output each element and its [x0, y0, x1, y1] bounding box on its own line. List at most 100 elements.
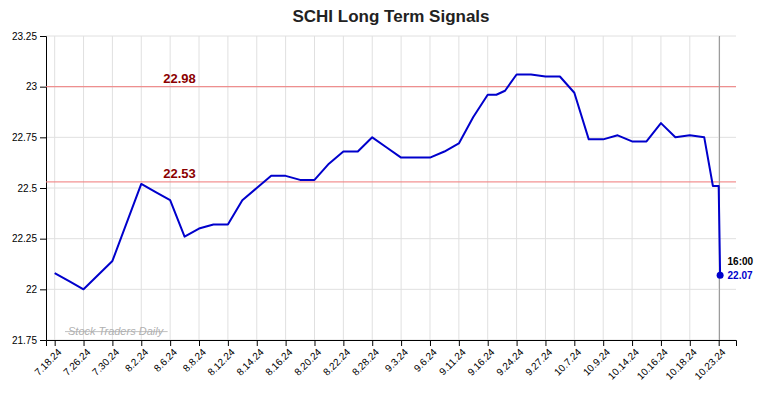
x-tick-mark: [661, 340, 662, 346]
x-tick-label: 9.6.24: [412, 346, 440, 374]
watermark: Stock Traders Daily: [68, 325, 165, 337]
x-tick-mark: [55, 340, 56, 346]
x-grid-line: [516, 36, 517, 340]
y-tick-mark: [40, 239, 46, 240]
x-tick: 8.22.24: [321, 340, 353, 378]
y-tick-label: 23.25: [12, 31, 37, 42]
marks: [46, 36, 736, 340]
x-tick: 7.30.24: [90, 340, 122, 378]
x-tick-label: 7.30.24: [90, 346, 122, 378]
x-tick: 8.16.24: [263, 340, 295, 378]
x-grid-line: [401, 36, 402, 340]
y-tick-mark: [40, 87, 46, 88]
x-tick-mark: [199, 340, 200, 346]
x-tick-label: 9.27.24: [523, 346, 555, 378]
x-tick: 10.7.24: [552, 340, 584, 378]
x-grid-line: [458, 36, 459, 340]
reference-line: [46, 181, 736, 182]
x-tick-label: 9.11.24: [437, 346, 468, 377]
y-tick-mark: [40, 36, 46, 37]
x-tick-label: 8.12.24: [205, 346, 237, 378]
x-tick-label: 8.28.24: [350, 346, 382, 378]
x-tick: 8.8.24: [181, 340, 209, 374]
y-tick: 22.75: [12, 132, 46, 143]
x-tick-label: 7.18.24: [32, 346, 64, 378]
y-tick: 21.75: [12, 335, 46, 346]
x-tick-mark: [690, 340, 691, 346]
price-line: [55, 75, 720, 290]
y-tick-mark: [40, 340, 46, 341]
x-tick-mark: [228, 340, 229, 346]
y-tick: 23.25: [12, 31, 46, 42]
grid: [46, 36, 736, 340]
x-tick: 8.2.24: [123, 340, 151, 374]
x-tick-mark: [314, 340, 315, 346]
final-dot: [717, 272, 724, 279]
y-tick: 23: [26, 81, 46, 92]
y-tick-mark: [40, 289, 46, 290]
x-grid-line: [574, 36, 575, 340]
x-tick-mark: [517, 340, 518, 346]
y-tick-mark: [40, 188, 46, 189]
y-tick: 22.25: [12, 233, 46, 244]
watermark-strike: [65, 331, 168, 332]
x-tick: 7.18.24: [32, 340, 64, 378]
x-tick: 8.12.24: [205, 340, 237, 378]
x-tick-label: 9.16.24: [465, 346, 497, 378]
x-tick: 9.24.24: [494, 340, 526, 378]
y-tick-label: 22.25: [12, 233, 37, 244]
x-tick-mark: [603, 340, 604, 346]
x-tick: 8.6.24: [152, 340, 180, 374]
x-tick: 9.3.24: [383, 340, 411, 374]
x-tick-mark: [84, 340, 85, 346]
x-tick-label: 8.6.24: [152, 346, 180, 374]
x-tick-mark: [170, 340, 171, 346]
y-grid-line: [46, 86, 736, 87]
x-tick-mark: [574, 340, 575, 346]
x-tick: 9.6.24: [412, 340, 440, 374]
x-tick-label: 9.3.24: [383, 346, 411, 374]
x-grid-line: [112, 36, 113, 340]
x-grid-line: [632, 36, 633, 340]
y-axis: 21.752222.2522.522.752323.25: [12, 31, 47, 346]
x-tick-mark: [343, 340, 344, 346]
end-label: 16:00: [728, 256, 754, 267]
x-grid-line: [689, 36, 690, 340]
x-tick-label: 8.20.24: [292, 346, 324, 378]
x-tick-label: 8.22.24: [321, 346, 353, 378]
chart: 7.18.247.26.247.30.248.2.248.6.248.8.248…: [0, 0, 784, 398]
x-tick-label: 8.16.24: [263, 346, 295, 378]
x-tick: 9.27.24: [523, 340, 555, 378]
annotation: 22.53: [163, 166, 196, 181]
x-tick-mark: [401, 340, 402, 346]
x-tick-mark: [488, 340, 489, 346]
x-tick-label: 7.26.24: [61, 346, 93, 378]
x-grid-line: [429, 36, 430, 340]
x-tick-label: 10.23.24: [692, 346, 728, 382]
annotation: 22.98: [163, 71, 196, 86]
annotations: 22.98 22.53 16:00 22.07 Stock Traders Daily: [65, 71, 754, 337]
y-axis-line: [40, 37, 47, 341]
x-tick-mark: [632, 340, 633, 346]
x-grid-line: [603, 36, 604, 340]
reference-line: [46, 86, 736, 87]
x-tick: 8.14.24: [234, 340, 266, 378]
x-grid-line: [141, 36, 142, 340]
x-tick: 7.26.24: [61, 340, 93, 378]
end-label: 22.07: [728, 270, 753, 281]
x-tick-mark: [141, 340, 142, 346]
x-grid-line: [343, 36, 344, 340]
x-tick: 8.28.24: [350, 340, 382, 378]
x-grid-line: [660, 36, 661, 340]
x-tick-mark: [459, 340, 460, 346]
y-tick-label: 21.75: [12, 335, 37, 346]
x-grid-line: [199, 36, 200, 340]
x-tick-label: 8.2.24: [123, 346, 151, 374]
title: SCHI Long Term Signals: [292, 7, 489, 26]
y-tick-label: 23: [26, 81, 38, 92]
x-tick-label: 8.8.24: [181, 346, 209, 374]
x-grid-line: [54, 36, 55, 340]
x-tick-mark: [719, 340, 720, 346]
x-grid-line: [545, 36, 546, 340]
x-grid-line: [314, 36, 315, 340]
